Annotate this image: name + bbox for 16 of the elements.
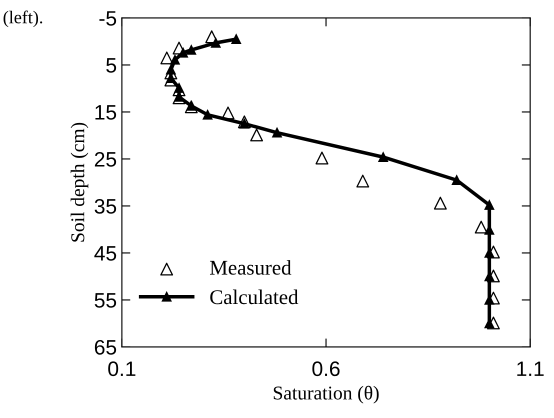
legend-label: Calculated bbox=[210, 290, 298, 304]
x-tick-label: 0.6 bbox=[312, 361, 340, 376]
y-tick-label: 15 bbox=[95, 105, 116, 120]
y-tick-label: 35 bbox=[94, 198, 116, 214]
text: (left). bbox=[4, 10, 42, 28]
legend-label: Measured bbox=[210, 260, 292, 275]
y-tick-label: 45 bbox=[94, 246, 116, 261]
y-tick-label: 5 bbox=[106, 58, 116, 73]
x-tick-label: 0.1 bbox=[108, 361, 136, 376]
y-axis-title: Soil depth (cm) bbox=[70, 122, 88, 242]
y-tick-label: 55 bbox=[94, 293, 116, 308]
x-axis-title: Saturation (θ) bbox=[274, 386, 379, 404]
y-tick-label: -5 bbox=[99, 11, 116, 26]
y-tick-label: 25 bbox=[94, 152, 116, 167]
y-tick-label: 65 bbox=[94, 340, 116, 355]
x-tick-label: 1.1 bbox=[517, 362, 544, 376]
